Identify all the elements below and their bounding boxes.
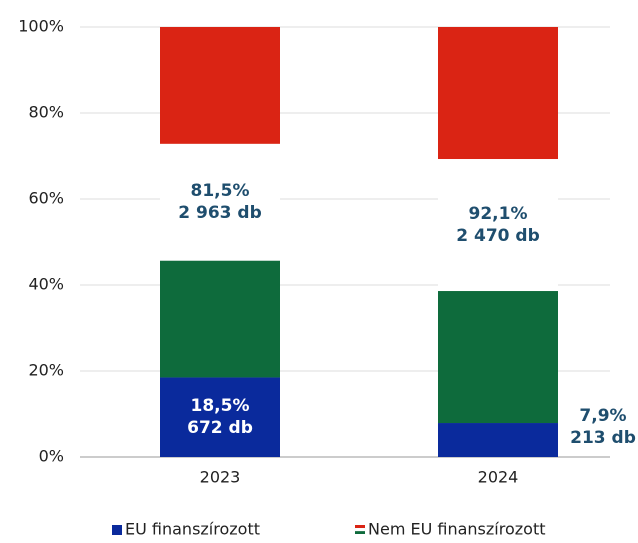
legend-label: EU finanszírozott (125, 520, 260, 539)
y-tick-label: 80% (28, 103, 64, 122)
count-label: 2 963 db (178, 203, 262, 223)
count-label: 2 470 db (456, 226, 540, 246)
legend-swatch (354, 527, 366, 532)
y-tick-label: 60% (28, 189, 64, 208)
bar-stripe (438, 27, 558, 160)
x-tick-label: 2023 (200, 468, 241, 487)
count-label: 213 db (570, 428, 636, 448)
bar-stripe (160, 143, 280, 261)
legend-swatch (112, 525, 122, 535)
bar (160, 377, 280, 457)
legend-label: Nem EU finanszírozott (368, 520, 545, 539)
x-tick-label: 2024 (478, 468, 519, 487)
value-label: 92,1% (469, 204, 528, 224)
bar-stripe (160, 27, 280, 144)
bar-stripe (438, 291, 558, 424)
count-label: 672 db (187, 418, 253, 438)
y-tick-label: 100% (18, 17, 64, 36)
value-label: 81,5% (191, 181, 250, 201)
y-tick-label: 20% (28, 361, 64, 380)
legend-swatch (355, 525, 365, 528)
y-tick-label: 0% (39, 447, 64, 466)
bar-stripe (438, 159, 558, 292)
value-label: 18,5% (191, 396, 250, 416)
value-label: 7,9% (579, 406, 626, 426)
bar-stripe (160, 260, 280, 378)
bar (438, 423, 558, 457)
y-tick-label: 40% (28, 275, 64, 294)
legend-swatch (355, 531, 365, 534)
